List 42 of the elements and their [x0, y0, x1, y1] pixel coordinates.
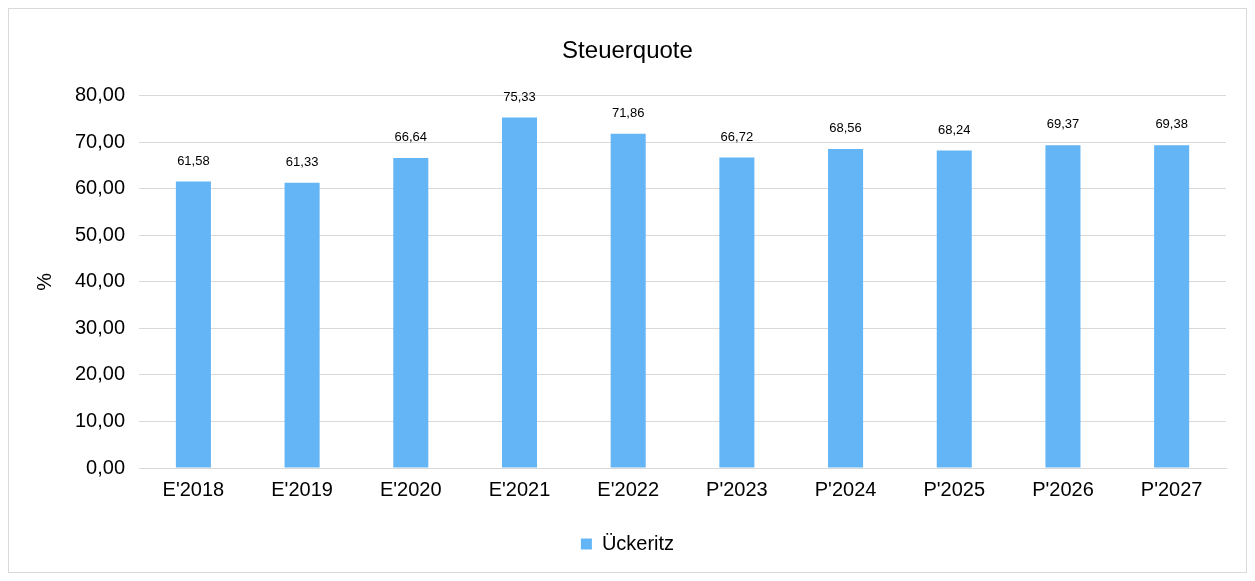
y-tick-label: 60,00: [74, 176, 126, 199]
x-tick-label: E'2019: [271, 477, 333, 500]
y-tick-label: 0,00: [86, 455, 126, 478]
x-tick-label: P'2026: [1032, 477, 1094, 500]
data-label: 68,24: [937, 121, 971, 137]
bar: [610, 133, 646, 468]
y-tick-label: 30,00: [74, 315, 126, 338]
x-tick-label: E'2018: [162, 477, 225, 500]
x-tick-label: P'2024: [814, 477, 877, 500]
data-label: 71,86: [611, 104, 645, 120]
bar: [175, 181, 211, 468]
data-label: 61,58: [177, 152, 210, 168]
bar: [501, 117, 537, 468]
data-label: 69,38: [1155, 116, 1188, 132]
y-tick-label: 70,00: [74, 129, 126, 152]
y-axis-title: %: [32, 272, 55, 291]
bar: [719, 157, 755, 468]
y-tick-label: 10,00: [74, 408, 126, 431]
y-tick-label: 80,00: [74, 83, 126, 106]
bar: [1154, 145, 1190, 468]
chart-title: Steuerquote: [562, 36, 693, 64]
x-tick-label: P'2025: [923, 477, 986, 500]
data-label: 66,72: [720, 128, 754, 144]
data-label: 75,33: [503, 88, 536, 104]
bar: [284, 182, 320, 468]
bar: [393, 157, 429, 468]
bar: [1045, 145, 1081, 468]
data-label: 68,56: [829, 120, 862, 136]
y-tick-label: 20,00: [74, 362, 126, 385]
x-tick-label: E'2020: [379, 477, 442, 500]
legend-label: Ückeritz: [601, 531, 675, 554]
data-label: 69,37: [1046, 116, 1080, 132]
x-tick-label: P'2023: [706, 477, 768, 500]
y-tick-label: 50,00: [74, 222, 126, 245]
bar: [936, 150, 972, 468]
x-tick-label: E'2021: [488, 477, 551, 500]
data-label: 61,33: [285, 153, 319, 169]
y-tick-label: 40,00: [74, 269, 126, 292]
x-tick-label: P'2027: [1140, 477, 1203, 500]
x-tick-label: E'2022: [597, 477, 660, 500]
bar: [828, 149, 864, 468]
data-label: 66,64: [394, 129, 428, 145]
